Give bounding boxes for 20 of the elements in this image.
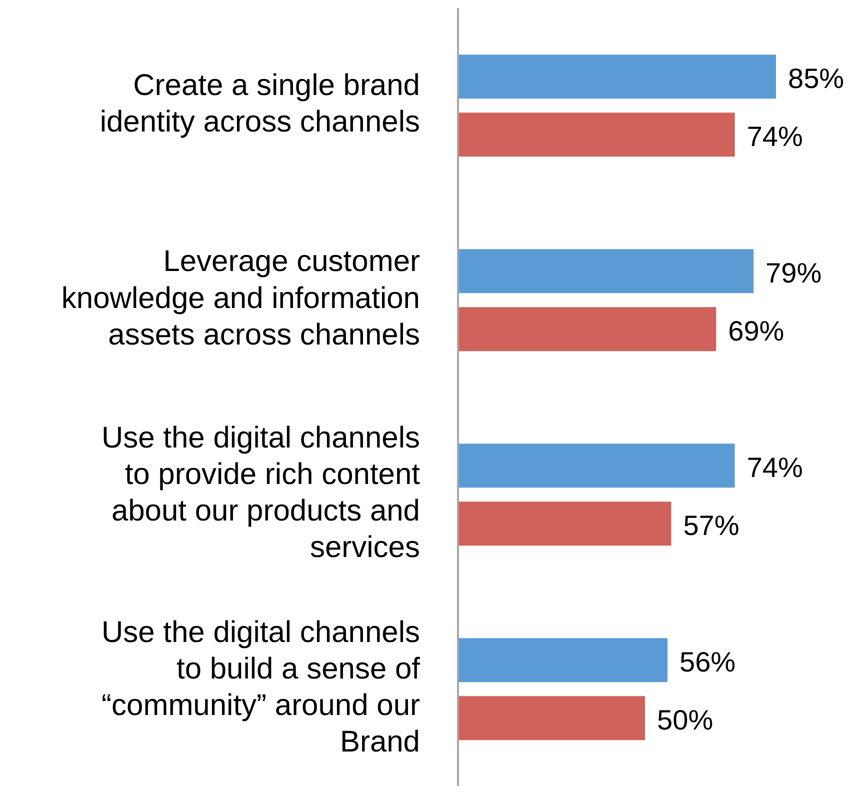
y-tick-label: Create a single brand identity across channels: [100, 68, 420, 138]
y-tick-label: Use the digital channels to provide rich content about our products and services: [101, 421, 421, 564]
data-label: 79%: [766, 258, 822, 289]
bar: [458, 249, 754, 294]
y-tick-label: Leverage customer knowledge and information assets across channels: [61, 245, 420, 352]
bar: [458, 54, 776, 99]
bar: [458, 444, 735, 488]
data-label: 56%: [680, 646, 736, 678]
bar: [458, 112, 735, 157]
bar: [458, 307, 716, 352]
bar: [458, 638, 668, 682]
data-label: 74%: [746, 452, 803, 484]
y-tick-label: Use the digital channels to build a sense of “community” around our Brand: [101, 616, 421, 759]
data-label: 50%: [657, 704, 714, 736]
data-label: 85%: [788, 63, 844, 94]
bar: [458, 502, 672, 546]
data-label: 74%: [746, 121, 803, 152]
data-label: 69%: [728, 316, 784, 347]
bar: [458, 696, 646, 740]
data-label: 57%: [683, 510, 740, 542]
